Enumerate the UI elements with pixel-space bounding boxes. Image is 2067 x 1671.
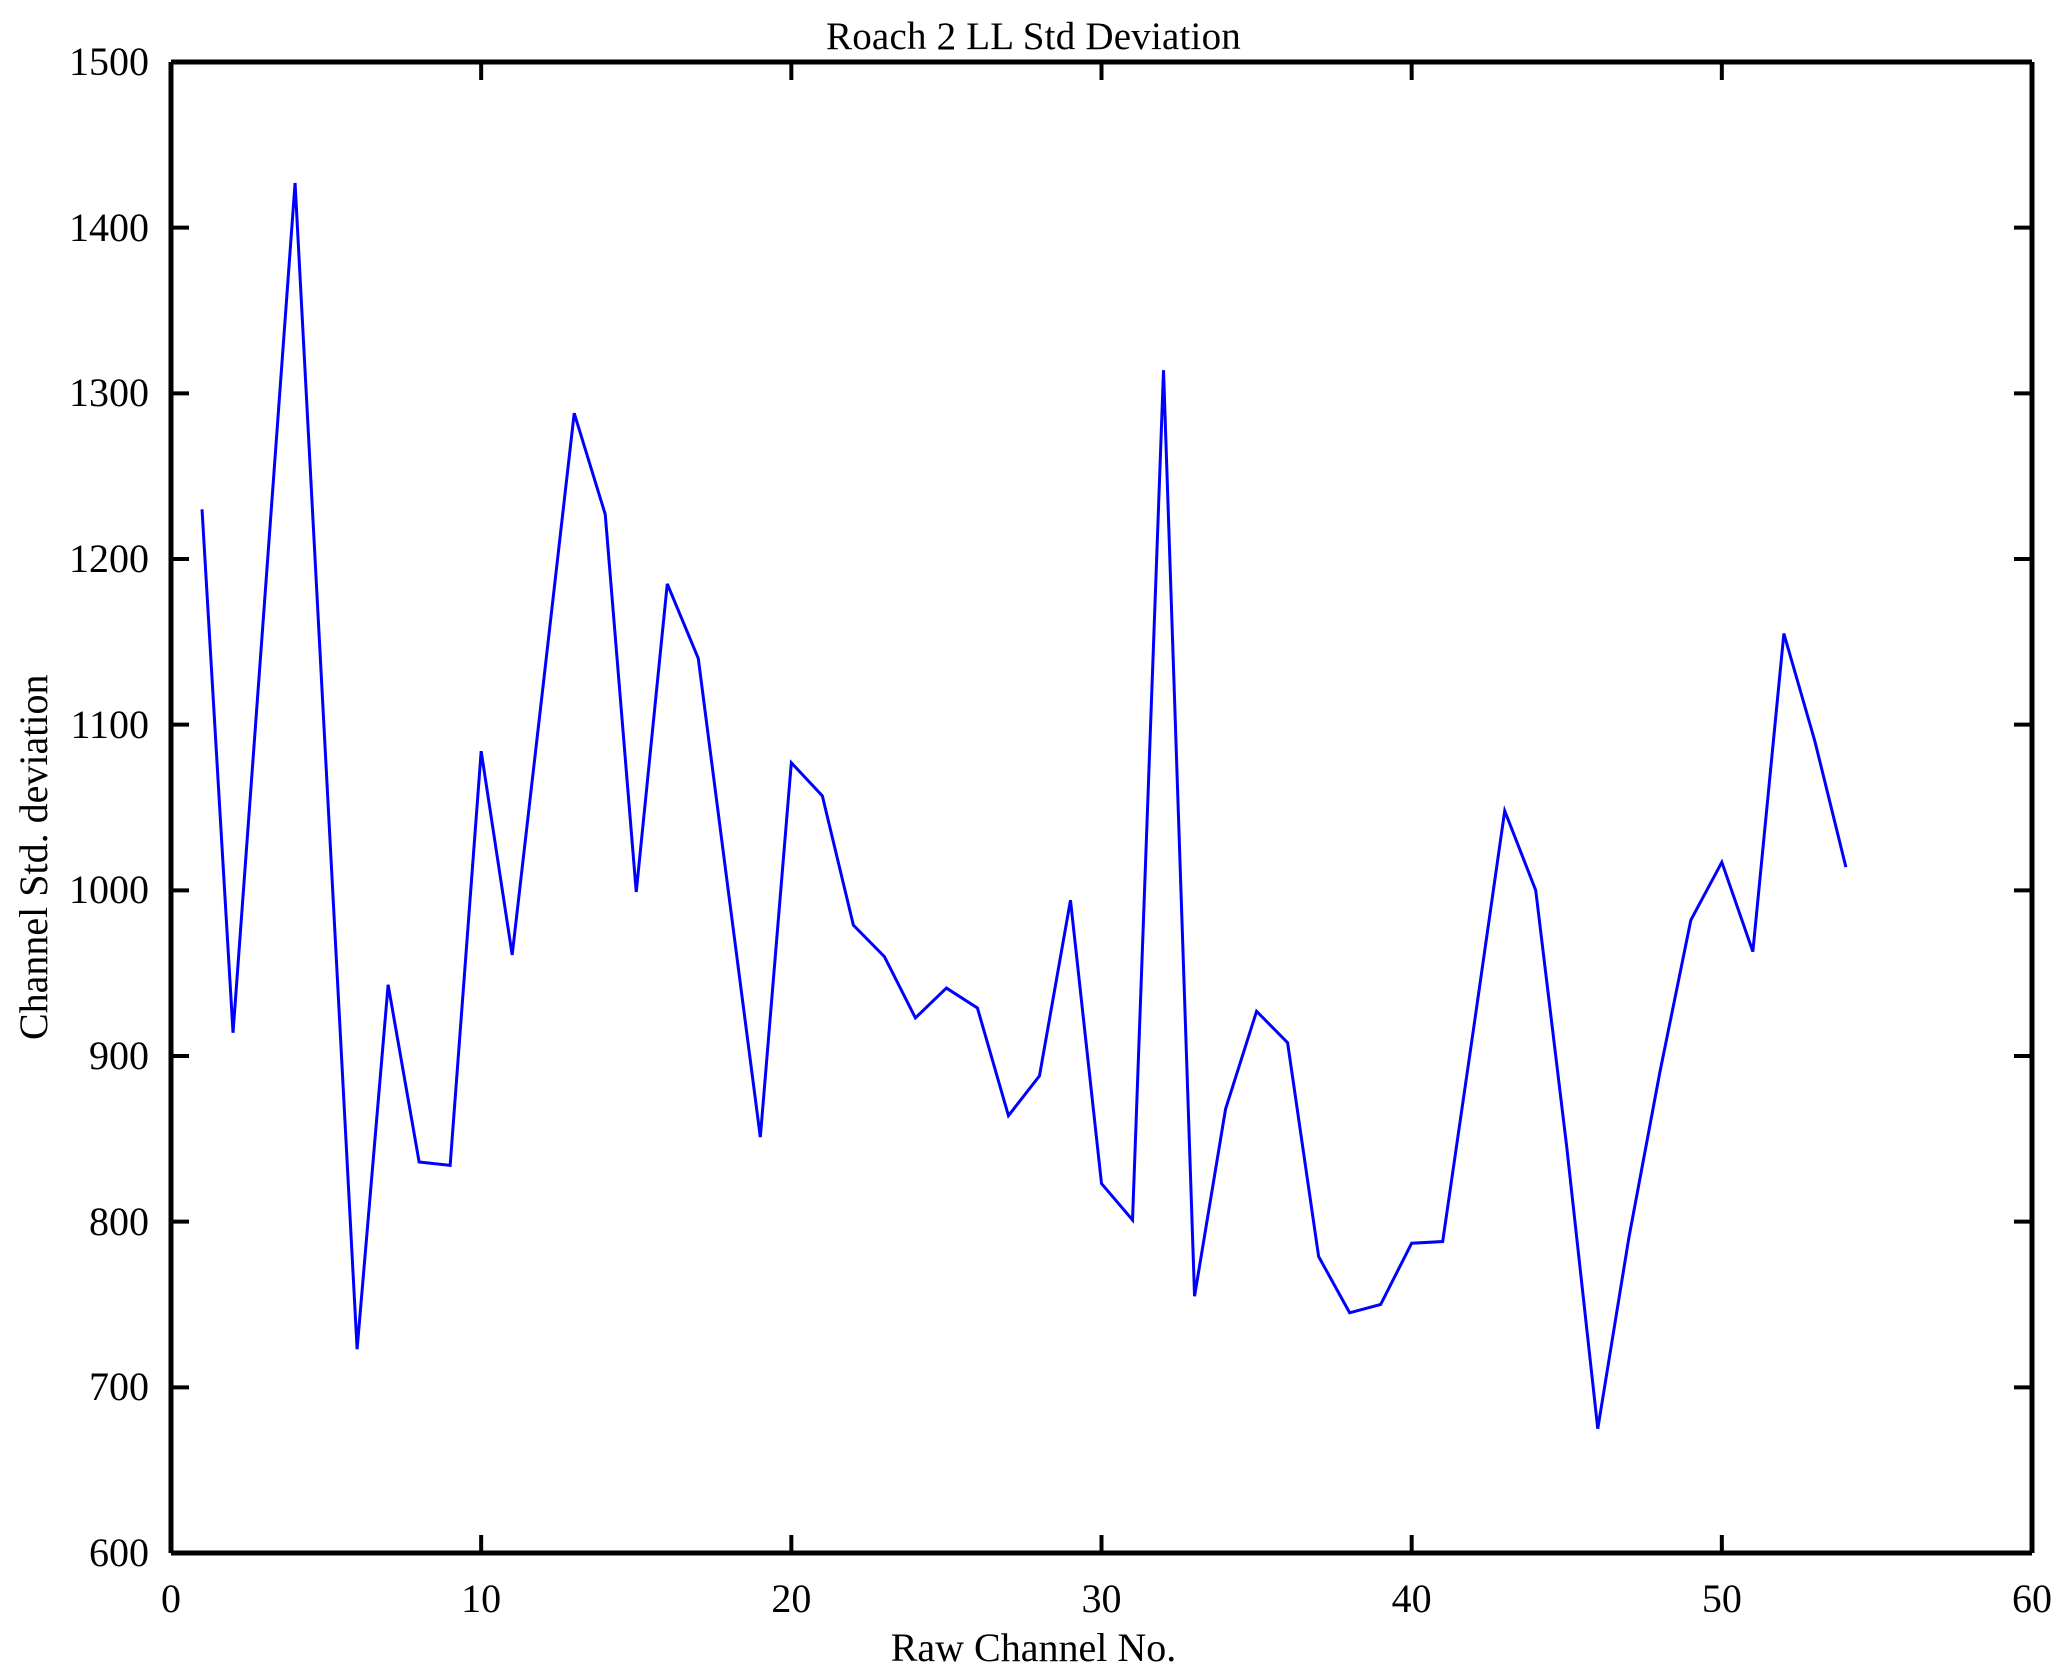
x-tick-label: 10	[461, 1576, 502, 1621]
y-axis-label: Channel Std. deviation	[11, 674, 56, 1040]
y-tick-label: 900	[89, 1033, 149, 1078]
y-tick-label: 1500	[69, 39, 149, 84]
x-tick-label: 20	[771, 1576, 812, 1621]
data-series-line	[200, 182, 1848, 1429]
y-tick-label: 1300	[69, 370, 149, 416]
y-tick-label: 600	[89, 1530, 149, 1575]
y-tick-label: 1200	[69, 536, 149, 581]
x-tick-label: 0	[161, 1576, 181, 1621]
y-tick-label: 1100	[70, 701, 149, 747]
x-tick-label: 50	[1701, 1576, 1742, 1621]
y-tick-label: 1400	[69, 204, 149, 250]
x-tick-label: 40	[1391, 1576, 1432, 1621]
x-tick-label: 60	[2012, 1576, 2052, 1621]
x-tick-label: 30	[1081, 1576, 1122, 1621]
y-tick-label: 700	[89, 1364, 149, 1410]
y-tick-label: 1000	[69, 867, 149, 913]
x-axis-label: Raw Channel No.	[890, 1625, 1177, 1670]
chart-title: Roach 2 LL Std Deviation	[826, 15, 1241, 58]
y-tick-label: 800	[89, 1198, 149, 1244]
